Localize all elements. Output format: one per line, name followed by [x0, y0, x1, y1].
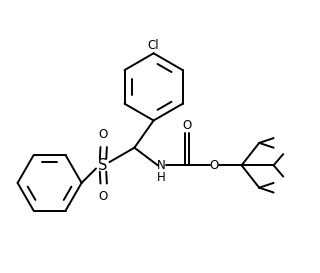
Text: O: O	[210, 159, 219, 172]
Text: S: S	[98, 158, 107, 173]
Text: O: O	[99, 190, 108, 203]
Text: O: O	[183, 119, 192, 132]
Text: O: O	[99, 128, 108, 141]
Text: Cl: Cl	[148, 39, 159, 52]
Text: H: H	[157, 171, 166, 184]
Text: N: N	[157, 159, 166, 172]
